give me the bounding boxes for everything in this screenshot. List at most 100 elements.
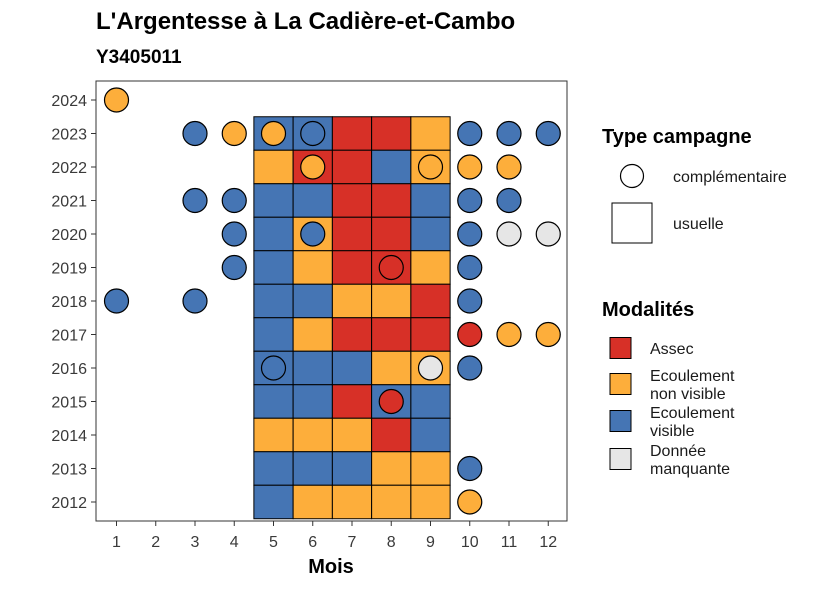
tile-2023-9 — [410, 116, 451, 151]
y-tick-label: 2017 — [51, 328, 87, 345]
tile-2013-9 — [410, 451, 451, 486]
x-tick-label: 9 — [426, 534, 435, 551]
tile-2022-8 — [371, 149, 412, 185]
tile-2014-8 — [371, 417, 412, 453]
chart-subtitle: Y3405011 — [96, 47, 182, 68]
point-2021-3 — [182, 187, 208, 214]
tile-2017-7 — [331, 317, 373, 352]
legend-modalite-label: Assec — [650, 341, 694, 358]
legend-swatch-A — [609, 337, 632, 359]
tile-2021-9 — [410, 183, 451, 218]
point-2016-10 — [457, 355, 483, 381]
x-tick-label: 8 — [387, 534, 396, 551]
tile-2014-7 — [331, 417, 373, 453]
tile-2019-7 — [331, 250, 373, 285]
tile-2020-7 — [331, 216, 373, 252]
tile-2018-6 — [292, 283, 333, 319]
point-2023-10 — [457, 120, 483, 147]
y-tick-label: 2024 — [51, 93, 87, 110]
tile-2017-6 — [292, 317, 333, 352]
chart-title: L'Argentesse à La Cadière-et-Cambo — [96, 8, 515, 35]
usuelle-tiles — [253, 116, 451, 520]
tile-2017-9 — [410, 317, 451, 352]
tile-2013-6 — [292, 451, 333, 486]
tile-2012-5 — [253, 484, 294, 520]
point-2023-3 — [182, 120, 208, 147]
x-tick-label: 7 — [348, 534, 357, 551]
tile-2018-9 — [410, 283, 451, 319]
tile-2018-7 — [331, 283, 373, 319]
legend-campaign: Type campagne complémentaire usuelle — [602, 126, 787, 244]
tile-2013-5 — [253, 451, 294, 486]
point-2024-1 — [103, 87, 130, 113]
tile-2023-8 — [371, 116, 412, 151]
y-tick-label: 2021 — [51, 194, 87, 211]
tile-2015-7 — [331, 384, 373, 419]
tile-2020-5 — [253, 216, 294, 252]
point-2020-11 — [496, 221, 522, 247]
y-tick-label: 2012 — [51, 495, 87, 512]
point-2021-11 — [496, 187, 522, 214]
tile-2019-9 — [410, 250, 451, 285]
tile-2015-9 — [410, 384, 451, 419]
x-tick-label: 1 — [112, 534, 121, 551]
legend-modalite-label: non visible — [650, 386, 726, 403]
tile-2012-6 — [292, 484, 333, 520]
tile-2016-7 — [331, 350, 373, 386]
tile-2019-6 — [292, 250, 333, 285]
point-2022-11 — [496, 154, 522, 180]
point-2018-1 — [103, 288, 130, 314]
legend-modalite-label: manquante — [650, 461, 730, 478]
point-2015-8 — [378, 388, 404, 415]
tile-2016-6 — [292, 350, 333, 386]
tile-2014-5 — [253, 417, 294, 453]
tile-2019-5 — [253, 250, 294, 285]
point-2016-5 — [260, 355, 287, 381]
point-2012-10 — [457, 489, 483, 515]
legend-swatch-V — [609, 410, 632, 432]
x-tick-label: 4 — [230, 534, 239, 551]
point-2017-12 — [535, 321, 561, 348]
tile-2013-8 — [371, 451, 412, 486]
tile-2022-5 — [253, 149, 294, 185]
point-2021-10 — [457, 187, 483, 214]
x-axis: 1 2 3 4 5 6 7 8 9 10 11 12 — [112, 521, 557, 551]
tile-2013-7 — [331, 451, 373, 486]
point-2023-12 — [535, 120, 561, 147]
x-tick-label: 2 — [151, 534, 160, 551]
legend-modalite-label: Ecoulement — [650, 368, 735, 385]
x-tick-label: 12 — [539, 534, 557, 551]
point-2020-10 — [457, 221, 483, 247]
legend-campaign-label: usuelle — [673, 216, 724, 233]
point-2018-3 — [182, 288, 208, 314]
x-tick-label: 5 — [269, 534, 278, 551]
tile-2018-8 — [371, 283, 412, 319]
point-2022-10 — [457, 154, 483, 180]
y-axis: 2012 2013 2014 2015 2016 2017 2018 2019 2020 2021… — [51, 93, 96, 512]
legend-modalite-label: visible — [650, 423, 695, 440]
point-2013-10 — [457, 455, 483, 482]
point-2023-6 — [300, 120, 326, 147]
y-tick-label: 2015 — [51, 395, 87, 412]
y-tick-label: 2014 — [51, 428, 87, 445]
tile-2012-8 — [371, 484, 412, 520]
y-tick-label: 2019 — [51, 261, 87, 278]
tile-2017-8 — [371, 317, 412, 352]
tile-2012-7 — [331, 484, 373, 520]
point-2023-5 — [260, 120, 287, 147]
point-2021-4 — [221, 187, 247, 214]
legend-campaign-label: complémentaire — [673, 169, 787, 186]
y-tick-label: 2022 — [51, 160, 87, 177]
complementaire-points — [103, 87, 561, 515]
tile-2014-6 — [292, 417, 333, 453]
legend-modalites-title: Modalités — [602, 299, 694, 321]
point-2019-8 — [378, 254, 404, 281]
point-2017-11 — [496, 321, 522, 348]
legend-modalite-label: Ecoulement — [650, 405, 735, 422]
y-tick-label: 2018 — [51, 294, 87, 311]
point-2023-4 — [221, 120, 247, 147]
y-tick-label: 2020 — [51, 227, 87, 244]
legend-circle-key — [619, 163, 645, 189]
tile-2012-9 — [410, 484, 451, 520]
